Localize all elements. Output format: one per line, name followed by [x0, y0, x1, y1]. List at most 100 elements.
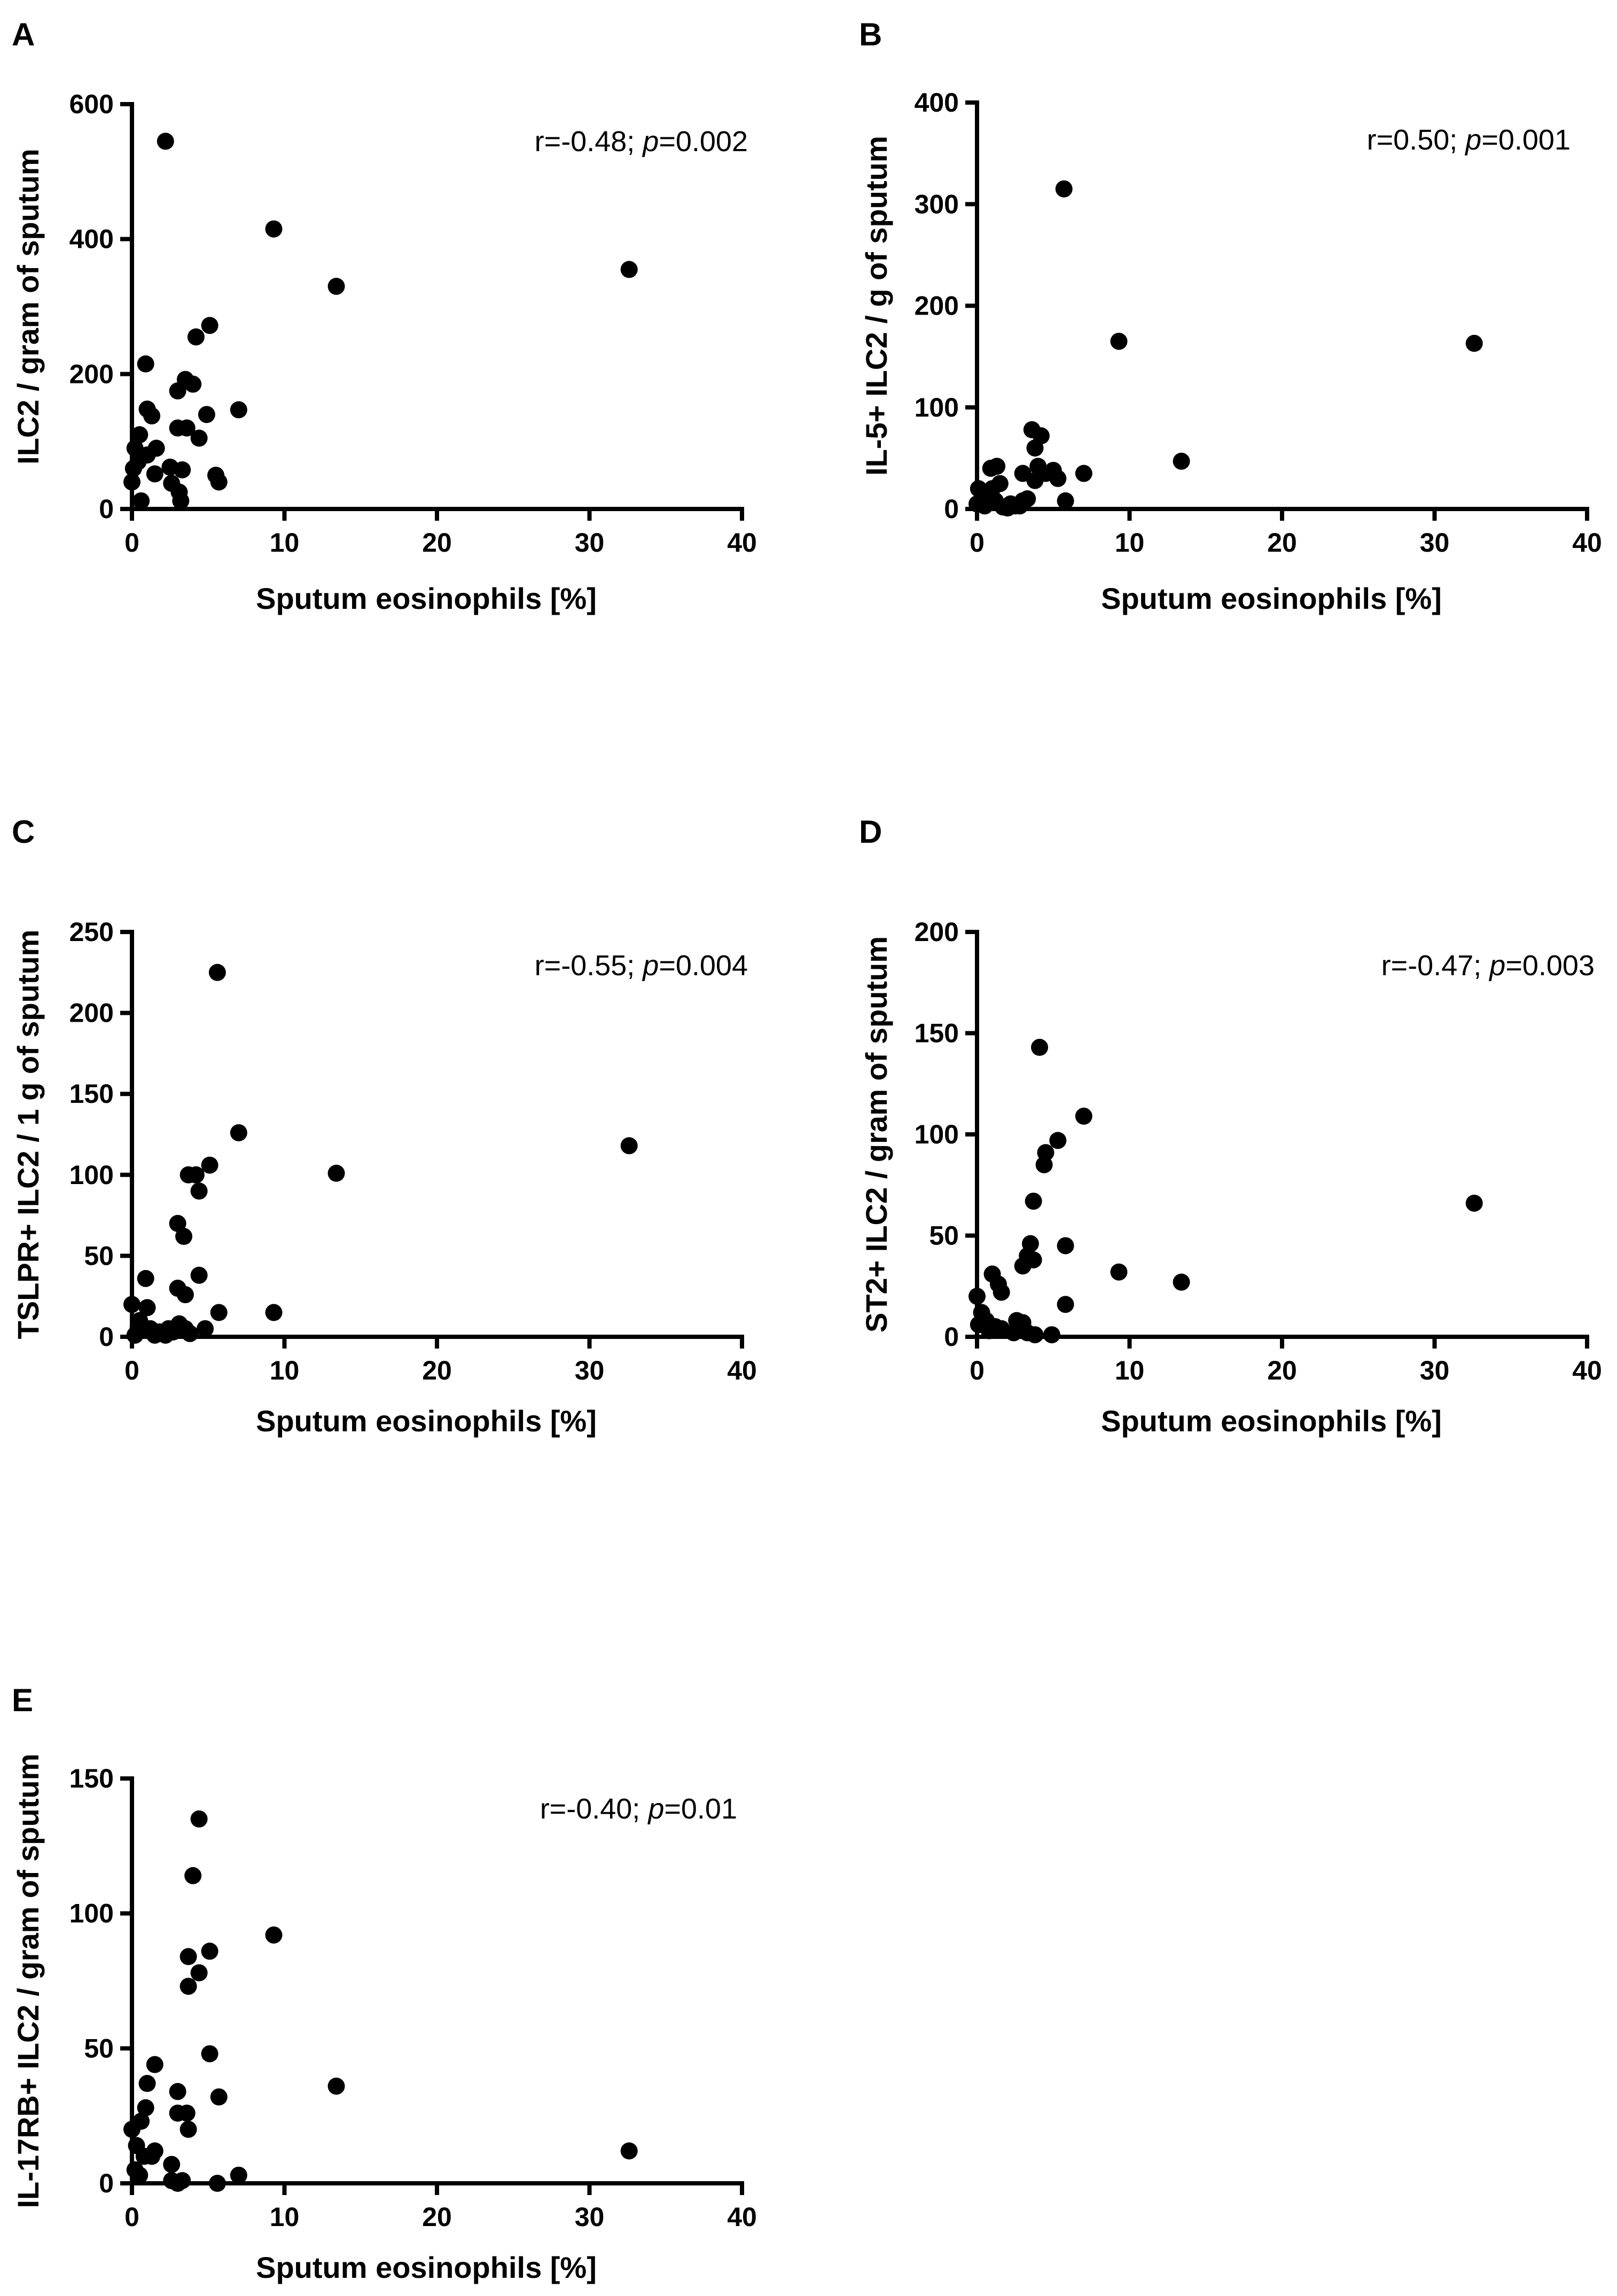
data-point — [1025, 1193, 1042, 1210]
x-tick-label: 20 — [422, 2202, 452, 2232]
x-tick-label: 40 — [727, 2202, 757, 2232]
p-value: =0.002 — [659, 126, 748, 158]
data-point — [174, 2172, 191, 2189]
y-tick-label: 150 — [69, 1764, 114, 1793]
x-tick-label: 10 — [270, 2202, 300, 2232]
y-axis-title: IL-17RB+ ILC2 / gram of sputum — [11, 1754, 45, 2208]
data-point — [1057, 1237, 1074, 1255]
data-point — [179, 1978, 197, 1995]
data-point — [184, 375, 202, 393]
data-point — [179, 2120, 197, 2138]
y-tick-label: 50 — [84, 1241, 114, 1271]
correlation-annotation: r=0.50; p=0.001 — [1367, 124, 1571, 156]
data-point — [138, 1299, 156, 1317]
panel-letter-c: C — [12, 814, 35, 850]
data-point — [620, 1137, 638, 1155]
data-point — [172, 492, 190, 510]
panel-b: B 0 100 200 300 400 0 10 20 30 40 Sputum eosinophi… — [859, 17, 1602, 615]
x-tick-label: 30 — [1420, 1355, 1450, 1385]
data-point — [230, 1124, 247, 1141]
data-point — [1043, 1326, 1060, 1344]
data-point — [157, 1326, 174, 1344]
data-point — [1049, 469, 1067, 487]
data-point — [131, 2166, 149, 2184]
data-point — [208, 963, 226, 981]
x-tick-label: 0 — [124, 2202, 139, 2232]
panel-letter-a: A — [12, 17, 35, 52]
r-value: r=-0.40; — [540, 1793, 649, 1825]
y-tick-label: 50 — [84, 2033, 114, 2063]
data-point — [197, 1320, 214, 1337]
data-point — [187, 1166, 205, 1184]
data-point — [169, 2083, 186, 2101]
data-point — [265, 1304, 283, 1321]
data-point — [620, 261, 638, 278]
y-tick-label: 0 — [944, 494, 959, 524]
data-point — [208, 2175, 226, 2192]
data-point — [976, 497, 994, 515]
data-point — [1005, 1324, 1022, 1342]
correlation-annotation: r=-0.47; p=0.003 — [1381, 950, 1595, 982]
data-point — [620, 2142, 638, 2160]
data-point — [265, 1926, 283, 1944]
y-axis-title: IL-5+ ILC2 / g of sputum — [860, 136, 893, 475]
panel-a: A 0 200 400 600 0 10 20 30 40 Sputum eosinophils … — [11, 17, 757, 615]
data-point — [1019, 490, 1036, 507]
x-axis-title: Sputum eosinophils [%] — [256, 2251, 597, 2284]
data-point — [174, 461, 191, 479]
data-point — [169, 1214, 186, 1232]
data-point — [184, 1867, 202, 1884]
x-tick-label: 40 — [727, 528, 757, 558]
y-tick-label: 200 — [69, 998, 114, 1028]
data-point — [201, 1156, 218, 1174]
y-tick-label: 100 — [915, 1119, 959, 1149]
x-tick-label: 20 — [1267, 528, 1297, 558]
data-point — [1014, 1257, 1032, 1275]
p-label: p — [647, 1793, 664, 1825]
data-point — [1173, 452, 1190, 470]
data-point — [146, 465, 163, 483]
data-point — [201, 1942, 218, 1960]
data-point — [1465, 334, 1483, 352]
data-point — [190, 1964, 208, 1981]
data-point — [210, 1304, 228, 1321]
y-axis-title: ILC2 / gram of sputum — [11, 148, 45, 464]
data-point — [1075, 465, 1092, 482]
data-point — [190, 1810, 208, 1828]
x-axis-title: Sputum eosinophils [%] — [256, 1404, 597, 1438]
y-tick-label: 100 — [69, 1160, 114, 1190]
y-tick-label: 0 — [99, 494, 114, 524]
x-tick-label: 30 — [575, 528, 605, 558]
data-point — [137, 1270, 154, 1287]
data-point — [980, 1322, 998, 1339]
data-point — [131, 426, 149, 444]
data-point — [968, 1288, 986, 1305]
panel-d: D 0 50 100 150 200 0 10 20 30 40 Sputum eosinophil… — [859, 814, 1602, 1438]
data-point — [179, 1948, 197, 1965]
data-point — [1026, 472, 1044, 489]
data-point — [1055, 180, 1073, 198]
data-point — [126, 1326, 144, 1344]
x-tick-label: 20 — [422, 528, 452, 558]
x-tick-label: 30 — [1420, 528, 1450, 558]
p-label: p — [642, 950, 659, 982]
data-point — [982, 459, 999, 477]
r-value: r=-0.48; — [535, 126, 643, 158]
data-point — [230, 2166, 247, 2184]
x-tick-label: 20 — [1267, 1355, 1297, 1385]
y-tick-label: 300 — [915, 189, 959, 219]
panel-letter-d: D — [859, 814, 882, 850]
data-point — [123, 1296, 140, 1313]
y-tick-label: 200 — [69, 359, 114, 389]
data-point — [265, 220, 283, 238]
x-tick-label: 30 — [575, 2202, 605, 2232]
data-point — [1465, 1194, 1483, 1212]
data-point — [1075, 1107, 1092, 1125]
data-point — [123, 473, 140, 491]
data-point — [999, 499, 1017, 517]
data-point — [138, 2075, 156, 2093]
correlation-annotation: r=-0.48; p=0.002 — [535, 126, 748, 158]
x-tick-label: 0 — [124, 528, 139, 558]
x-tick-label: 20 — [422, 1355, 452, 1385]
